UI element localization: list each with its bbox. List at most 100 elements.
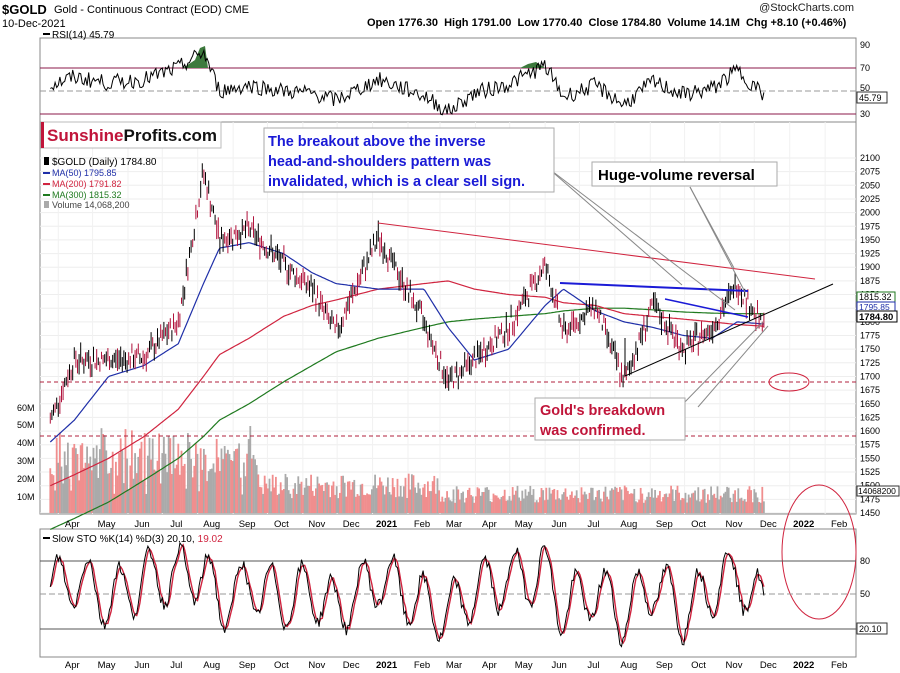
volume-bar [450, 501, 453, 513]
volume-bar [602, 491, 605, 513]
volume-bar [418, 488, 421, 513]
month-tick-label: May [515, 519, 533, 530]
volume-bar [364, 495, 367, 513]
volume-bar [370, 489, 373, 513]
volume-bar [676, 485, 679, 513]
price-tick-label: 1975 [860, 221, 880, 231]
neckline-blue-2 [664, 298, 749, 318]
volume-bar [52, 475, 55, 513]
breakdown-pointer-1 [679, 321, 764, 408]
month-tick-label-sto: 2021 [376, 660, 398, 671]
month-tick-label-sto: Feb [414, 660, 430, 671]
volume-bar [105, 450, 108, 513]
volume-bar [662, 497, 664, 513]
volume-bar [266, 488, 269, 513]
rsi-tick-50: 50 [860, 83, 870, 93]
volume-bar [169, 438, 172, 513]
volume-bar [542, 490, 544, 513]
volume-bar [713, 493, 716, 513]
volume-bar [594, 497, 597, 513]
volume-bar [183, 463, 186, 513]
volume-bar [346, 481, 349, 513]
volume-bar [327, 484, 330, 513]
reversal-annotation-box [591, 161, 778, 187]
month-tick-label-sto: Nov [726, 660, 743, 671]
volume-bar [343, 482, 346, 513]
volume-bar [649, 496, 652, 513]
low-label: Low [517, 17, 540, 29]
volume-bar [756, 497, 759, 513]
volume-tick-40m: 40M [17, 438, 35, 448]
volume-bar [719, 495, 722, 513]
month-tick-label: Aug [620, 519, 637, 530]
volume-bar [214, 472, 216, 513]
volume-bar [415, 492, 418, 513]
month-tick-label: Jun [134, 519, 149, 530]
volume-bar [319, 485, 322, 513]
volume-bar [234, 449, 237, 513]
volume-bar [508, 496, 511, 513]
price-tick-label: 1625 [860, 412, 880, 422]
breakout-pointer-1 [547, 167, 683, 286]
volume-bar [466, 490, 469, 513]
rsi-line [50, 48, 765, 116]
volume-bar [335, 486, 338, 513]
breakout-annotation-box [263, 127, 555, 193]
volume-bar [220, 448, 223, 513]
month-tick-label: Nov [726, 519, 743, 530]
price-tick-label: 2025 [860, 194, 880, 204]
volume-bar [722, 493, 725, 513]
volume-bar [268, 478, 271, 513]
volume-bar [590, 487, 592, 513]
month-axis-ticks-sto: Apr May Jun Jul Aug Sep Oct Nov Dec 2021 Feb Mar Apr… [65, 660, 847, 671]
volume-bar [54, 490, 56, 513]
volume-bar [735, 501, 738, 513]
volume-bar [119, 438, 122, 513]
volume-bar [482, 491, 485, 513]
volume-bar [514, 490, 517, 513]
ma300-line [50, 307, 764, 530]
volume-bar [478, 488, 480, 513]
volume-bar [666, 497, 669, 513]
sto-current-badge-box [856, 622, 888, 635]
volume-bar [638, 499, 640, 513]
volume-bar [377, 485, 380, 513]
legend-gold-swatch [44, 157, 49, 165]
volume-bar [601, 501, 604, 513]
volume-bar [490, 502, 493, 513]
ma300-badge: 1815.32 [859, 292, 892, 302]
rising-support-trendline [624, 283, 834, 377]
legend-gold: $GOLD (Daily) 1784.80 [52, 157, 157, 168]
volume-bar [250, 458, 253, 513]
volume-bar [430, 491, 432, 513]
legend-ma200: MA(200) 1791.82 [52, 179, 122, 189]
volume-bar [599, 498, 602, 513]
volume-bar [412, 475, 415, 513]
header-name-row: Gold - Continuous Contract (EOD) CME [54, 4, 249, 16]
volume-bar [199, 448, 202, 513]
volume-bar [236, 448, 239, 513]
volume-bar [425, 497, 428, 513]
month-tick-label: Oct [691, 519, 706, 530]
volume-bar [535, 500, 538, 513]
volume-bar [521, 490, 524, 513]
volume-bar [505, 500, 508, 513]
volume-bar [246, 453, 248, 513]
volume-bar [428, 491, 431, 513]
volume-bar [274, 476, 277, 513]
volume-bar [172, 435, 175, 513]
month-tick-label-sto: Sep [239, 660, 256, 671]
volume-bar [636, 502, 639, 513]
month-tick-label-sto: Dec [343, 660, 360, 671]
volume-bar [468, 487, 471, 513]
volume-bar [406, 497, 408, 513]
month-tick-label-sto: Dec [760, 660, 777, 671]
price-axis-ticks: 2100 2075 2050 2025 2000 1975 1950 1925 1900 1875… [860, 153, 880, 518]
volume-bar [510, 500, 512, 513]
volume-bar [439, 501, 442, 513]
breakdown-pointer-2 [697, 325, 769, 408]
volume-bar [730, 502, 733, 513]
volume-bar [438, 490, 440, 513]
volume-bar [729, 497, 732, 513]
volume-bar [710, 486, 712, 513]
